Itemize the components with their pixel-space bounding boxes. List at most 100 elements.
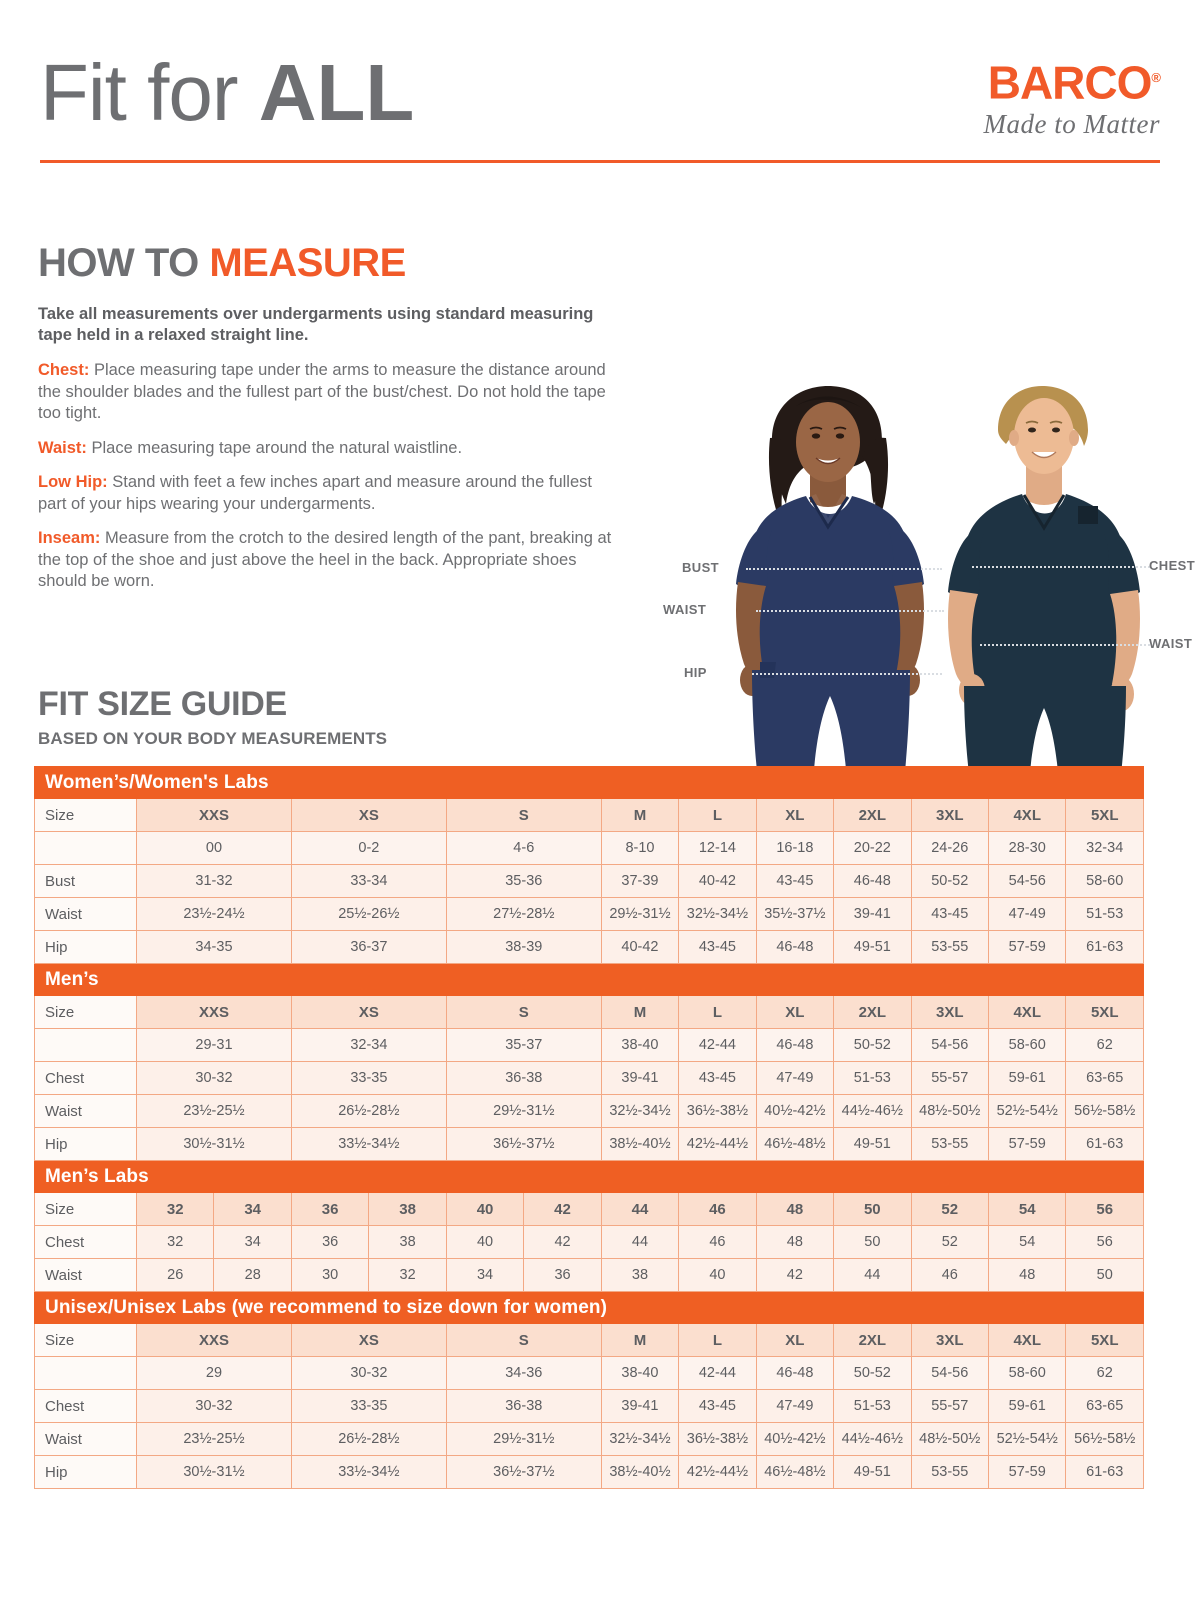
row-label bbox=[33, 1356, 138, 1390]
measurement-cell: 29½-31½ bbox=[445, 1422, 602, 1456]
size-header-cell: 52 bbox=[910, 1192, 990, 1226]
measurement-cell: 53-55 bbox=[910, 1455, 990, 1489]
measurement-cell: 53-55 bbox=[910, 1127, 990, 1161]
measurement-cell: 23½-25½ bbox=[136, 1422, 292, 1456]
measurement-cell: 36½-37½ bbox=[445, 1127, 602, 1161]
measurement-cell: 33-34 bbox=[290, 864, 447, 898]
row-label: Waist bbox=[33, 1094, 138, 1128]
row-label: Size bbox=[33, 798, 138, 832]
table-row: Chest 30-32 33-35 36-38 39-41 43-45 47-49 51-53… bbox=[33, 1389, 1144, 1423]
waist-label-female: WAIST bbox=[663, 602, 707, 617]
chest-measure-line bbox=[972, 566, 1150, 568]
size-header-cell: 38 bbox=[368, 1192, 447, 1226]
size-header-cell: 3XL bbox=[910, 1323, 990, 1357]
size-header-cell: XS bbox=[290, 798, 447, 832]
measurement-cell: 46 bbox=[910, 1258, 990, 1292]
measurement-cell: 48 bbox=[755, 1225, 835, 1259]
measurement-cell: 38 bbox=[600, 1258, 680, 1292]
numeric-size-cell: 20-22 bbox=[833, 831, 912, 865]
female-model-figure bbox=[736, 386, 924, 798]
size-header-cell: 48 bbox=[755, 1192, 835, 1226]
brand-tagline: Made to Matter bbox=[983, 109, 1160, 140]
size-header-cell: M bbox=[600, 1323, 680, 1357]
section-title: Women’s/Women's Labs bbox=[34, 766, 1144, 799]
row-label: Chest bbox=[33, 1389, 138, 1423]
size-header-cell: XXS bbox=[136, 798, 292, 832]
table-section-header: Men’s bbox=[34, 963, 1144, 996]
size-header-cell: XXS bbox=[136, 1323, 292, 1357]
measurement-cell: 39-41 bbox=[833, 897, 912, 931]
models-illustration: BUST WAIST HIP CHEST WAIST bbox=[660, 378, 1200, 798]
fit-size-guide-header: FIT SIZE GUIDE BASED ON YOUR BODY MEASUR… bbox=[38, 685, 738, 750]
measurement-cell: 51-53 bbox=[833, 1389, 912, 1423]
measurement-cell: 57-59 bbox=[987, 1455, 1067, 1489]
table-row: Waist 26 28 30 32 34 36 38 40 42 44 46 48 50 bbox=[33, 1258, 1144, 1292]
measurement-cell: 26½-28½ bbox=[290, 1422, 447, 1456]
table-row: Hip 34-35 36-37 38-39 40-42 43-45 46-48 49-51 53… bbox=[33, 930, 1144, 964]
measurement-cell: 36 bbox=[290, 1225, 370, 1259]
numeric-size-cell: 46-48 bbox=[755, 1028, 835, 1062]
measurement-cell: 55-57 bbox=[910, 1061, 990, 1095]
fit-size-guide-heading: FIT SIZE GUIDE bbox=[38, 685, 287, 723]
hip-label: HIP bbox=[684, 665, 707, 680]
male-model-figure bbox=[948, 386, 1140, 798]
table-row: Size XXS XS S M L XL 2XL 3XL 4XL 5XL bbox=[33, 798, 1144, 832]
table-row: Hip 30½-31½ 33½-34½ 36½-37½ 38½-40½ 42½-44½ 46… bbox=[33, 1127, 1144, 1161]
size-header-cell: XS bbox=[290, 995, 447, 1029]
size-header-cell: 40 bbox=[445, 1192, 525, 1226]
measurement-cell: 27½-28½ bbox=[445, 897, 602, 931]
measure-item-inseam-label: Inseam: bbox=[38, 529, 101, 547]
numeric-size-cell: 29-31 bbox=[136, 1028, 292, 1062]
size-tables: Women’s/Women's Labs Size XXS XS S M L XL 2XL 3XL… bbox=[33, 766, 1144, 1489]
measurement-cell: 38 bbox=[368, 1225, 447, 1259]
measurement-cell: 50 bbox=[1065, 1258, 1144, 1292]
measurement-cell: 63-65 bbox=[1065, 1061, 1144, 1095]
waist-label-male: WAIST bbox=[1149, 636, 1193, 651]
measurement-cell: 48 bbox=[987, 1258, 1067, 1292]
row-label: Bust bbox=[33, 864, 138, 898]
measurement-cell: 33½-34½ bbox=[290, 1127, 447, 1161]
row-label: Size bbox=[33, 1323, 138, 1357]
models-photo bbox=[736, 386, 1140, 798]
numeric-size-cell: 35-37 bbox=[445, 1028, 602, 1062]
size-header-cell: M bbox=[600, 995, 680, 1029]
numeric-size-cell: 34-36 bbox=[445, 1356, 602, 1390]
size-header-cell: 54 bbox=[987, 1192, 1067, 1226]
table-row: 29 30-32 34-36 38-40 42-44 46-48 50-52 54-56 58-… bbox=[33, 1356, 1144, 1390]
row-label: Waist bbox=[33, 1422, 138, 1456]
measurement-cell: 29½-31½ bbox=[445, 1094, 602, 1128]
size-header-cell: 4XL bbox=[987, 1323, 1067, 1357]
measure-lead-text: Take all measurements over undergarments… bbox=[38, 305, 594, 344]
size-header-cell: 2XL bbox=[833, 1323, 912, 1357]
size-header-cell: 4XL bbox=[987, 798, 1067, 832]
numeric-size-cell: 54-56 bbox=[910, 1356, 990, 1390]
table-row: Waist 23½-24½ 25½-26½ 27½-28½ 29½-31½ 32½-34½… bbox=[33, 897, 1144, 931]
table-section-header: Women’s/Women's Labs bbox=[34, 766, 1144, 799]
measurement-cell: 39-41 bbox=[600, 1061, 680, 1095]
measurement-cell: 26 bbox=[136, 1258, 215, 1292]
measure-item-low-hip-label: Low Hip: bbox=[38, 473, 108, 491]
measurement-cell: 53-55 bbox=[910, 930, 990, 964]
measurement-cell: 47-49 bbox=[987, 897, 1067, 931]
size-header-cell: XL bbox=[755, 798, 835, 832]
measurement-cell: 42 bbox=[755, 1258, 835, 1292]
size-header-cell: 44 bbox=[600, 1192, 680, 1226]
row-label: Size bbox=[33, 1192, 138, 1226]
measurement-cell: 58-60 bbox=[1065, 864, 1144, 898]
table-section-header: Men’s Labs bbox=[34, 1160, 1144, 1193]
section-title: Unisex/Unisex Labs (we recommend to size… bbox=[34, 1291, 1144, 1324]
measurement-cell: 36½-38½ bbox=[678, 1422, 757, 1456]
bust-label: BUST bbox=[682, 560, 719, 575]
table-row: Chest 32 34 36 38 40 42 44 46 48 50 52 54 56 bbox=[33, 1225, 1144, 1259]
size-header-cell: 3XL bbox=[910, 798, 990, 832]
measurement-cell: 42 bbox=[523, 1225, 602, 1259]
numeric-size-cell: 12-14 bbox=[678, 831, 757, 865]
measurement-cell: 33½-34½ bbox=[290, 1455, 447, 1489]
measurement-cell: 44 bbox=[600, 1225, 680, 1259]
numeric-size-cell: 29 bbox=[136, 1356, 292, 1390]
size-header-cell: XL bbox=[755, 995, 835, 1029]
measurement-cell: 52 bbox=[910, 1225, 990, 1259]
measurement-cell: 40 bbox=[678, 1258, 757, 1292]
size-chart-table: Women’s/Women's Labs Size XXS XS S M L XL 2XL 3XL… bbox=[33, 766, 1144, 1489]
